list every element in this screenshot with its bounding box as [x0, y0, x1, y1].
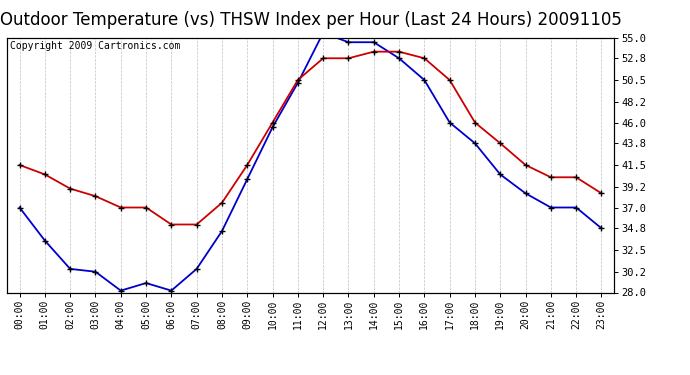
Text: Copyright 2009 Cartronics.com: Copyright 2009 Cartronics.com [10, 41, 180, 51]
Text: Outdoor Temperature (vs) THSW Index per Hour (Last 24 Hours) 20091105: Outdoor Temperature (vs) THSW Index per … [0, 11, 622, 29]
